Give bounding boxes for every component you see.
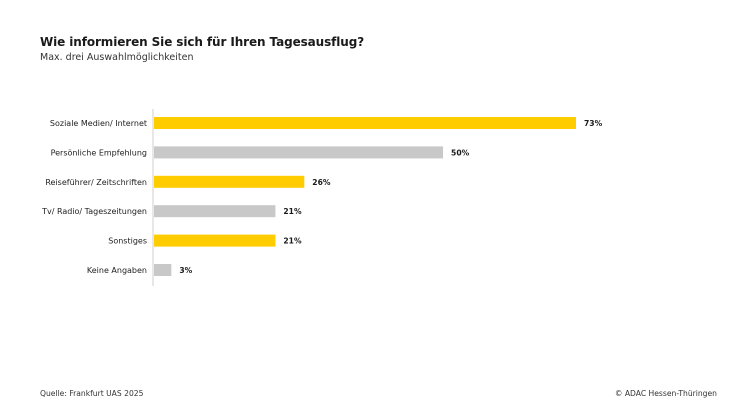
bar xyxy=(154,146,444,159)
category-label: Sonstiges xyxy=(108,237,147,246)
category-label: Persönliche Empfehlung xyxy=(51,148,147,157)
bar xyxy=(154,234,276,247)
value-label: 21% xyxy=(283,207,302,216)
value-label: 21% xyxy=(283,237,302,246)
bar xyxy=(154,117,576,129)
bar xyxy=(154,175,305,188)
bar xyxy=(154,264,172,276)
value-label: 50% xyxy=(451,148,470,157)
value-label: 3% xyxy=(179,266,192,275)
value-label: 73% xyxy=(584,119,603,128)
category-label: Reiseführer/ Zeitschriften xyxy=(45,178,147,187)
copyright-note: © ADAC Hessen-Thüringen xyxy=(614,389,717,398)
category-label: Keine Angaben xyxy=(87,266,147,275)
chart-title: Wie informieren Sie sich für Ihren Tages… xyxy=(40,35,365,49)
source-note: Quelle: Frankfurt UAS 2025 xyxy=(40,389,144,398)
bar xyxy=(154,205,276,218)
chart-subtitle: Max. drei Auswahlmöglichkeiten xyxy=(40,52,194,63)
category-label: Soziale Medien/ Internet xyxy=(50,119,147,128)
value-label: 26% xyxy=(312,178,331,187)
category-label: Tv/ Radio/ Tageszeitungen xyxy=(41,207,147,216)
